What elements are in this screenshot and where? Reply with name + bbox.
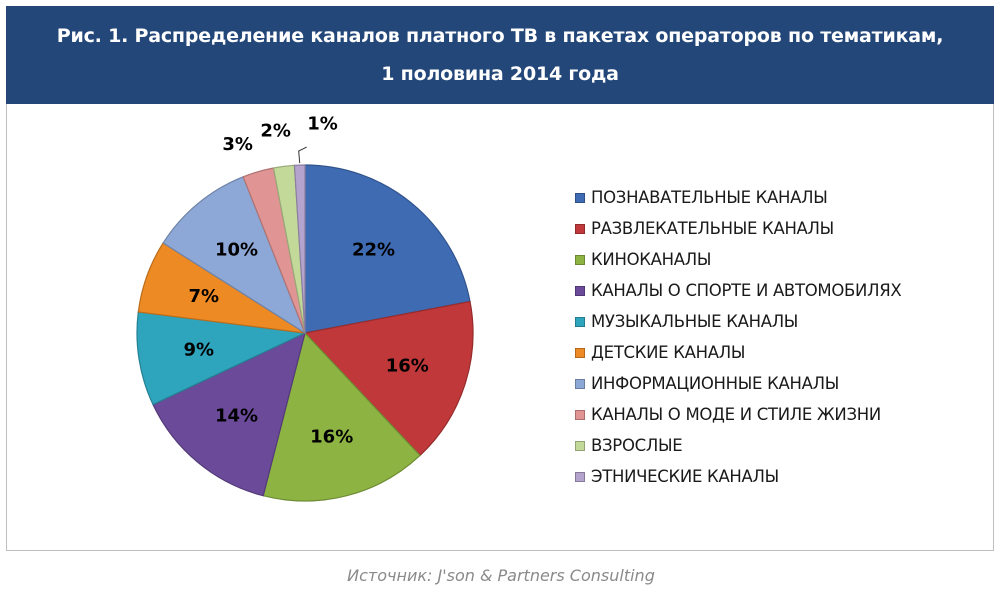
pie-data-labels: 22% 16% 16% 14% 9% 7% 10% 3% 2% 1% bbox=[184, 114, 429, 448]
legend-label: КАНАЛЫ О МОДЕ И СТИЛЕ ЖИЗНИ bbox=[591, 405, 881, 424]
data-label-3: 16% bbox=[310, 427, 353, 448]
legend-item: КАНАЛЫ О МОДЕ И СТИЛЕ ЖИЗНИ bbox=[575, 399, 901, 430]
data-label-2: 16% bbox=[386, 356, 429, 377]
legend-label: КИНОКАНАЛЫ bbox=[591, 250, 712, 269]
legend-swatch bbox=[575, 254, 585, 265]
legend-label: КАНАЛЫ О СПОРТЕ И АВТОМОБИЛЯХ bbox=[591, 281, 902, 300]
chart-title-line-1: Рис. 1. Распределение каналов платного Т… bbox=[56, 25, 944, 47]
data-label-8: 3% bbox=[222, 134, 253, 155]
leader-line-1pct bbox=[298, 146, 307, 164]
legend-label: ЭТНИЧЕСКИЕ КАНАЛЫ bbox=[591, 467, 779, 486]
legend-label: РАЗВЛЕКАТЕЛЬНЫЕ КАНАЛЫ bbox=[591, 219, 834, 238]
legend-swatch bbox=[575, 316, 585, 327]
legend-swatch bbox=[575, 347, 585, 358]
pie-slice-3 bbox=[262, 331, 421, 502]
legend-label: ДЕТСКИЕ КАНАЛЫ bbox=[591, 343, 746, 362]
data-label-10: 1% bbox=[307, 114, 338, 135]
pie-slice-2 bbox=[303, 300, 474, 457]
chart-legend: ПОЗНАВАТЕЛЬНЫЕ КАНАЛЫ РАЗВЛЕКАТЕЛЬНЫЕ КАН… bbox=[575, 182, 902, 492]
chart-title-bar: Рис. 1. Распределение каналов платного Т… bbox=[6, 6, 994, 104]
legend-swatch bbox=[575, 192, 585, 203]
pie-slice-7 bbox=[162, 176, 307, 335]
legend-label: ВЗРОСЛЫЕ bbox=[591, 436, 683, 455]
legend-item: РАЗВЛЕКАТЕЛЬНЫЕ КАНАЛЫ bbox=[575, 213, 901, 244]
legend-item: ДЕТСКИЕ КАНАЛЫ bbox=[575, 337, 901, 368]
legend-item: ЭТНИЧЕСКИЕ КАНАЛЫ bbox=[575, 461, 901, 492]
legend-item: ПОЗНАВАТЕЛЬНЫЕ КАНАЛЫ bbox=[575, 182, 901, 213]
data-label-6: 7% bbox=[189, 286, 220, 307]
legend-item: КИНОКАНАЛЫ bbox=[575, 244, 901, 275]
data-label-5: 9% bbox=[184, 339, 215, 360]
legend-swatch bbox=[575, 223, 585, 234]
legend-swatch bbox=[575, 378, 585, 389]
pie-slice-1 bbox=[304, 164, 471, 334]
legend-label: МУЗЫКАЛЬНЫЕ КАНАЛЫ bbox=[591, 312, 799, 331]
legend-swatch bbox=[575, 471, 585, 482]
data-label-1: 22% bbox=[352, 240, 395, 261]
data-label-4: 14% bbox=[215, 405, 258, 426]
legend-item: МУЗЫКАЛЬНЫЕ КАНАЛЫ bbox=[575, 306, 901, 337]
legend-swatch bbox=[575, 440, 585, 451]
legend-item: ИНФОРМАЦИОННЫЕ КАНАЛЫ bbox=[575, 368, 901, 399]
legend-swatch bbox=[575, 409, 585, 420]
legend-swatch bbox=[575, 285, 585, 296]
legend-label: ПОЗНАВАТЕЛЬНЫЕ КАНАЛЫ bbox=[591, 188, 828, 207]
legend-item: ВЗРОСЛЫЕ bbox=[575, 430, 901, 461]
legend-label: ИНФОРМАЦИОННЫЕ КАНАЛЫ bbox=[591, 374, 839, 393]
pie-slices bbox=[136, 164, 474, 502]
data-label-9: 2% bbox=[260, 120, 291, 141]
source-caption: Источник: J'son & Partners Consulting bbox=[347, 566, 655, 585]
pie-slice-5 bbox=[136, 311, 308, 406]
pie-slice-4 bbox=[152, 331, 306, 497]
pie-slice-10 bbox=[293, 164, 306, 334]
data-label-7: 10% bbox=[215, 240, 258, 261]
legend-item: КАНАЛЫ О СПОРТЕ И АВТОМОБИЛЯХ bbox=[575, 275, 902, 306]
chart-title-line-2: 1 половина 2014 года bbox=[381, 63, 619, 85]
